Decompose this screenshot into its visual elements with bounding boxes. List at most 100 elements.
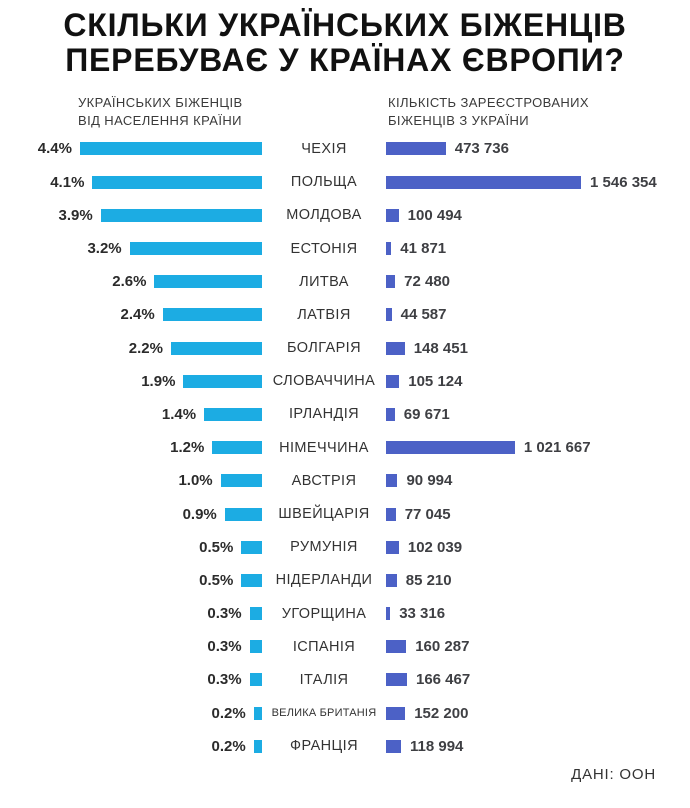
country-label: РУМУНІЯ [290,539,358,556]
percent-cell: 3.9% [0,207,262,224]
chart-row: 3.9% МОЛДОВА 100 494 [0,199,690,232]
country-label: ЧЕХІЯ [301,140,347,157]
count-bar [386,607,391,621]
percent-bar [241,540,262,554]
percent-bar [162,308,262,322]
chart-row: 0.3% ІСПАНІЯ 160 287 [0,630,690,663]
chart-row: 2.6% ЛИТВА 72 480 [0,265,690,298]
count-label: 152 200 [414,704,469,722]
count-label: 69 671 [403,405,450,423]
count-label: 1 021 667 [523,439,591,457]
percent-cell: 4.4% [0,140,262,157]
count-bar [386,739,401,753]
chart-row: 1.9% СЛОВАЧЧИНА 105 124 [0,365,690,398]
percent-cell: 1.2% [0,439,262,456]
percent-label: 2.2% [128,339,163,357]
percent-label: 0.3% [207,605,242,623]
chart-row: 4.1% ПОЛЬЩА 1 546 354 [0,166,690,199]
country-label: АВСТРІЯ [291,472,357,489]
percent-cell: 1.0% [0,472,262,489]
country-label: БОЛГАРІЯ [287,340,361,357]
percent-bar [220,474,262,488]
infographic-page: СКІЛЬКИ УКРАЇНСЬКИХ БІЖЕНЦІВ ПЕРЕБУВАЄ У… [0,7,690,808]
country-label: ШВЕЙЦАРІЯ [278,506,370,523]
count-cell: 100 494 [386,207,690,224]
count-label: 148 451 [413,339,468,357]
percent-cell: 0.5% [0,539,262,556]
country-label: ЛИТВА [299,273,349,290]
percent-label: 2.6% [112,273,147,291]
percent-label: 4.4% [37,140,72,158]
count-label: 85 210 [405,571,452,589]
percent-label: 0.2% [211,737,246,755]
count-cell: 72 480 [386,273,690,290]
percent-label: 0.9% [182,505,217,523]
percent-cell: 0.2% [0,738,262,755]
count-label: 41 871 [400,240,447,258]
count-bar [386,374,400,388]
count-cell: 118 994 [386,738,690,755]
count-cell: 148 451 [386,340,690,357]
country-label: ІТАЛІЯ [299,671,349,688]
count-cell: 152 200 [386,705,690,722]
right-column-header-line1: КІЛЬКІСТЬ ЗАРЕЄСТРОВАНИХ [388,95,589,111]
percent-bar [100,208,262,222]
percent-bar [212,441,262,455]
count-label: 105 124 [408,372,463,390]
percent-bar [129,242,262,256]
percent-cell: 0.3% [0,605,262,622]
percent-bar [253,706,262,720]
percent-cell: 1.4% [0,406,262,423]
count-label: 166 467 [415,671,471,689]
percent-label: 1.9% [141,372,176,390]
percent-bar [204,407,262,421]
percent-cell: 2.2% [0,340,262,357]
count-bar [386,142,446,156]
percent-bar [171,341,262,355]
percent-bar [249,640,262,654]
percent-cell: 3.2% [0,240,262,257]
count-bar [386,673,407,687]
right-column-header-line2: БІЖЕНЦІВ З УКРАЇНИ [388,112,530,128]
chart-row: 1.2% НІМЕЧЧИНА 1 021 667 [0,431,690,464]
count-label: 100 494 [407,206,462,224]
chart-row: 2.4% ЛАТВІЯ 44 587 [0,298,690,331]
chart-row: 2.2% БОЛГАРІЯ 148 451 [0,332,690,365]
count-cell: 33 316 [386,605,690,622]
percent-label: 3.2% [87,240,122,258]
count-cell: 90 994 [386,472,690,489]
percent-cell: 0.5% [0,572,262,589]
count-label: 72 480 [404,273,451,291]
count-label: 33 316 [399,605,446,623]
count-label: 77 045 [404,505,451,523]
data-source: ДАНІ: ООН [571,765,656,783]
percent-label: 0.3% [207,671,242,689]
count-bar [386,208,399,222]
percent-bar [253,739,262,753]
count-cell: 44 587 [386,306,690,323]
count-bar [386,308,392,322]
chart-row: 0.2% ФРАНЦІЯ 118 994 [0,730,690,763]
percent-label: 1.2% [170,439,205,457]
country-label: ІСПАНІЯ [292,638,356,655]
country-label: ВЕЛИКА БРИТАНІЯ [271,707,377,720]
count-label: 90 994 [406,472,453,490]
count-cell: 77 045 [386,506,690,523]
percent-label: 4.1% [50,173,85,191]
count-bar [386,275,396,289]
count-bar [386,341,405,355]
chart-row: 4.4% ЧЕХІЯ 473 736 [0,132,690,165]
chart-row: 3.2% ЕСТОНІЯ 41 871 [0,232,690,265]
count-cell: 1 546 354 [386,174,690,191]
count-cell: 160 287 [386,638,690,655]
country-label: ІРЛАНДІЯ [288,406,360,423]
right-column-header: КІЛЬКІСТЬ ЗАРЕЄСТРОВАНИХ БІЖЕНЦІВ З УКРА… [388,94,589,129]
percent-cell: 2.4% [0,306,262,323]
count-label: 160 287 [415,638,470,656]
percent-bar [249,673,262,687]
percent-bar [224,507,262,521]
percent-label: 1.0% [178,472,213,490]
count-label: 473 736 [454,140,509,158]
country-label: ЕСТОНІЯ [290,240,358,257]
count-bar [386,507,396,521]
